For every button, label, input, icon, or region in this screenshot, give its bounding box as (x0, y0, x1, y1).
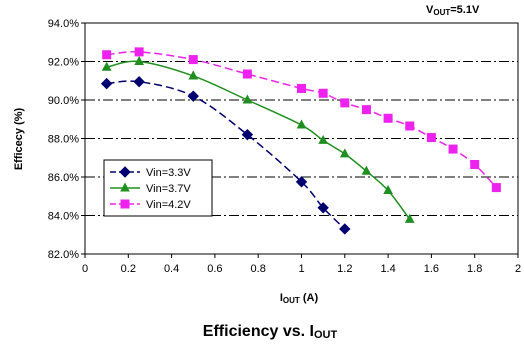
series-3-point-5 (297, 83, 306, 93)
series-2-point-2 (134, 55, 144, 65)
series-3-point-13 (470, 159, 480, 169)
y-tick-label-92: 92.0% (48, 57, 79, 69)
x-tick-label-0.4: 0.4 (164, 263, 179, 275)
series-3-point-9 (383, 113, 393, 123)
series-2-point-4 (242, 94, 253, 104)
series-3-point-11 (426, 133, 436, 143)
legend-label-1: Vin=3.3V (146, 167, 191, 179)
x-axis: 0 0.2 0.4 0.6 0.8 1 1.2 1.4 1.6 1.8 2 (82, 254, 521, 275)
series-1-point-7 (339, 223, 351, 235)
series-2-point-3 (188, 70, 199, 80)
series-1-point-5 (295, 176, 308, 188)
x-tick-label-0.6: 0.6 (207, 263, 222, 275)
series-1-point-4 (241, 128, 254, 141)
x-tick-label-0: 0 (82, 263, 88, 275)
legend-label-3: Vin=4.2V (146, 199, 191, 211)
series-1-point-3 (187, 90, 199, 102)
series-3-point-14 (491, 183, 501, 193)
series-2-point-1 (101, 61, 112, 71)
series-3-point-4 (242, 69, 252, 79)
series-2-point-6 (318, 134, 328, 144)
series-3-point-12 (448, 144, 458, 154)
x-tick-label-1.2: 1.2 (337, 263, 352, 275)
x-axis-label: IOUT (A) (280, 292, 319, 305)
y-tick-label-90: 90.0% (48, 95, 79, 107)
y-tick-label-84: 84.0% (48, 211, 79, 223)
x-tick-label-1.4: 1.4 (380, 263, 395, 275)
series-2-point-10 (404, 213, 415, 223)
series-3-point-7 (340, 98, 350, 108)
x-axis-label-sub: OUT (283, 296, 300, 305)
x-tick-label-0.8: 0.8 (251, 263, 266, 275)
series-3-point-1 (102, 50, 112, 60)
vout-annotation: VOUT=5.1V (426, 4, 480, 17)
series-2-point-5 (296, 119, 307, 129)
series-3-point-2 (134, 47, 144, 57)
series-1-point-6 (317, 202, 329, 214)
x-axis-label-main: I (280, 292, 283, 304)
series-1 (100, 76, 351, 235)
y-axis-label: Efficecy (%) (13, 107, 25, 170)
series-3-point-3 (188, 55, 198, 65)
x-tick-label-1: 1 (298, 263, 304, 275)
y-tick-label-82: 82.0% (48, 249, 79, 261)
series-3-point-8 (361, 105, 371, 115)
chart-caption: Efficiency vs. IOUT (203, 323, 338, 341)
legend-marker-3 (120, 199, 130, 209)
y-tick-label-86: 86.0% (48, 172, 79, 184)
series-1-point-1 (100, 77, 113, 90)
legend-marker-2 (120, 182, 130, 192)
series-3-point-10 (405, 121, 415, 131)
series-3 (102, 47, 501, 193)
series-3-point-6 (318, 88, 328, 98)
y-tick-label-88: 88.0% (48, 134, 79, 146)
x-tick-label-1.6: 1.6 (424, 263, 439, 275)
series-2-line (106, 60, 411, 220)
series-2-point-7 (339, 148, 350, 158)
legend-label-2: Vin=3.7V (146, 183, 191, 195)
vout-annotation-main: V (426, 4, 434, 16)
x-tick-label-0.2: 0.2 (121, 263, 136, 275)
series-layer (100, 47, 501, 235)
chart-caption-main: Efficiency vs. I (203, 323, 314, 340)
x-axis-label-suffix: (A) (300, 292, 319, 304)
legend-items: Vin=3.3V Vin=3.7V Vin=4.2V (110, 166, 191, 211)
x-tick-label-1.8: 1.8 (467, 263, 482, 275)
vout-annotation-suffix: =5.1V (450, 4, 480, 16)
x-tick-label-2: 2 (515, 263, 521, 275)
legend-marker-1 (119, 166, 131, 178)
chart-caption-sub: OUT (314, 329, 338, 341)
y-axis: 82.0% 84.0% 86.0% 88.0% 90.0% 92.0% 94.0% (48, 18, 85, 261)
vout-annotation-sub: OUT (433, 8, 450, 17)
series-2 (101, 55, 415, 223)
series-2-point-9 (383, 184, 393, 194)
series-1-point-2 (133, 76, 145, 88)
legend: Vin=3.3V Vin=3.7V Vin=4.2V (103, 159, 213, 217)
y-tick-label-94: 94.0% (48, 18, 79, 30)
series-2-point-8 (361, 165, 372, 175)
